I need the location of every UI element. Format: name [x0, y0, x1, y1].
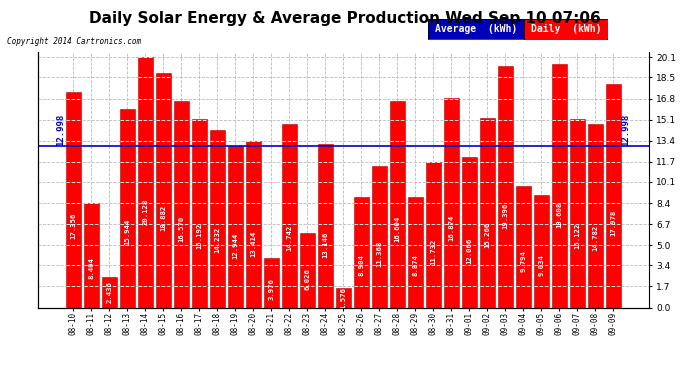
Bar	[156, 73, 171, 308]
Text: 15.192: 15.192	[197, 223, 202, 249]
Bar	[282, 124, 297, 308]
Text: Copyright 2014 Cartronics.com: Copyright 2014 Cartronics.com	[7, 38, 141, 46]
Text: 16.604: 16.604	[394, 216, 400, 242]
Bar	[408, 197, 423, 308]
Bar	[83, 203, 99, 308]
Bar	[462, 158, 477, 308]
Bar	[606, 84, 621, 308]
Bar	[228, 147, 243, 308]
Text: 16.874: 16.874	[448, 214, 454, 241]
Text: 8.904: 8.904	[358, 255, 364, 276]
Text: 18.882: 18.882	[160, 205, 166, 231]
Bar	[588, 124, 603, 308]
Text: 12.998: 12.998	[57, 114, 66, 146]
Text: 17.356: 17.356	[70, 212, 77, 238]
Text: 9.034: 9.034	[538, 254, 544, 276]
Bar	[246, 141, 261, 308]
Text: 12.944: 12.944	[233, 233, 238, 260]
Bar	[426, 162, 441, 308]
Text: 15.944: 15.944	[124, 219, 130, 245]
Bar	[515, 186, 531, 308]
Bar	[335, 288, 351, 308]
Bar	[264, 258, 279, 308]
Text: 15.266: 15.266	[484, 222, 490, 249]
Text: 13.146: 13.146	[322, 232, 328, 258]
Bar	[444, 98, 459, 308]
Text: 1.576: 1.576	[340, 287, 346, 309]
Bar	[174, 101, 189, 308]
Text: 16.570: 16.570	[178, 216, 184, 242]
Bar	[317, 144, 333, 308]
Text: 17.978: 17.978	[610, 209, 616, 236]
Text: 12.998: 12.998	[621, 114, 630, 146]
Bar	[299, 232, 315, 308]
Text: 19.608: 19.608	[556, 202, 562, 228]
Bar	[551, 64, 567, 308]
Text: 11.368: 11.368	[376, 241, 382, 267]
Text: 9.794: 9.794	[520, 250, 526, 272]
Bar	[66, 92, 81, 308]
Bar	[210, 130, 225, 308]
Bar	[569, 119, 585, 308]
Text: 11.732: 11.732	[431, 239, 436, 265]
Bar	[101, 277, 117, 308]
Bar	[353, 197, 369, 308]
Text: 20.128: 20.128	[142, 199, 148, 225]
Text: 6.026: 6.026	[304, 268, 310, 290]
Text: 14.742: 14.742	[286, 225, 293, 251]
Text: 8.874: 8.874	[412, 255, 418, 276]
Text: 14.782: 14.782	[592, 225, 598, 251]
Text: Average  (kWh): Average (kWh)	[435, 24, 518, 34]
Bar	[390, 101, 405, 308]
Bar	[497, 66, 513, 308]
Bar	[192, 118, 207, 308]
Text: Daily Solar Energy & Average Production Wed Sep 10 07:06: Daily Solar Energy & Average Production …	[89, 11, 601, 26]
Text: 8.404: 8.404	[88, 257, 95, 279]
Text: 13.414: 13.414	[250, 231, 256, 257]
Bar	[372, 166, 387, 308]
Bar	[119, 109, 135, 307]
Text: 14.232: 14.232	[215, 227, 220, 254]
Text: 12.066: 12.066	[466, 237, 472, 264]
Text: 3.976: 3.976	[268, 278, 275, 300]
Text: 19.396: 19.396	[502, 203, 509, 229]
Text: Daily  (kWh): Daily (kWh)	[531, 24, 601, 34]
Bar	[480, 118, 495, 308]
Text: 2.436: 2.436	[106, 281, 112, 303]
Text: 15.122: 15.122	[574, 223, 580, 249]
Bar	[533, 195, 549, 308]
Bar	[138, 57, 153, 308]
